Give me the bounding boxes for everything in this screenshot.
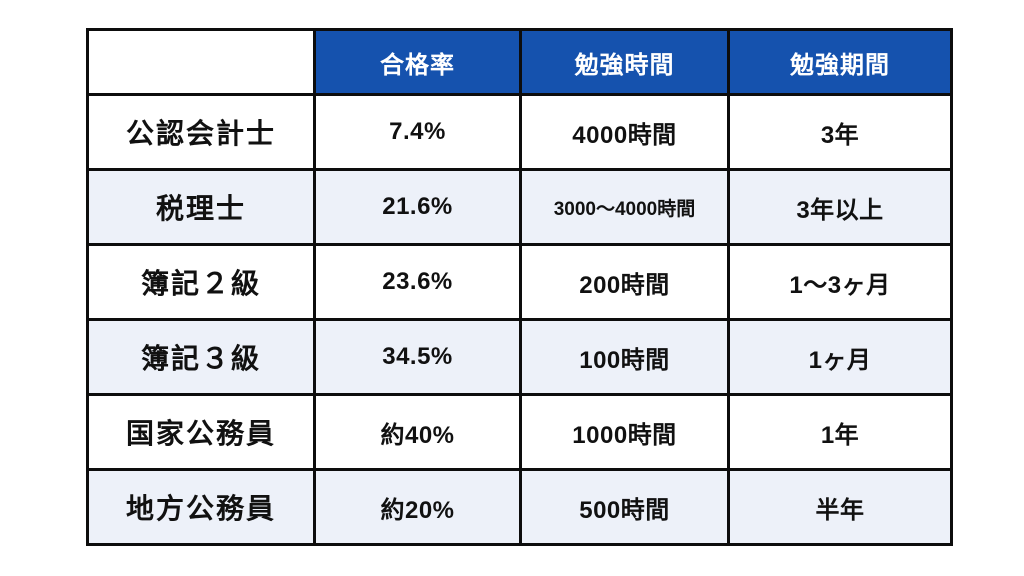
row-label-bookkeeping-2: 簿記２級	[86, 243, 316, 321]
pass-rate-value: 約20%	[313, 468, 522, 546]
certification-comparison-table: 合格率 勉強時間 勉強期間 公認会計士 7.4% 4000時間 3年 税理士 2…	[86, 28, 953, 546]
study-period-value: 3年以上	[727, 168, 953, 246]
table-row: 国家公務員 約40% 1000時間 1年	[86, 393, 953, 471]
corner-cell	[86, 28, 316, 96]
row-label-local-civil-servant: 地方公務員	[86, 468, 316, 546]
pass-rate-value: 34.5%	[313, 318, 522, 396]
pass-rate-value: 23.6%	[313, 243, 522, 321]
study-hours-value: 3000〜4000時間	[519, 168, 730, 246]
study-hours-value: 500時間	[519, 468, 730, 546]
study-period-value: 1年	[727, 393, 953, 471]
study-hours-value: 4000時間	[519, 93, 730, 171]
study-hours-value: 1000時間	[519, 393, 730, 471]
pass-rate-value: 7.4%	[313, 93, 522, 171]
table-row: 簿記２級 23.6% 200時間 1〜3ヶ月	[86, 243, 953, 321]
column-header-study-period: 勉強期間	[727, 28, 953, 96]
table-header: 合格率 勉強時間 勉強期間	[86, 28, 953, 96]
study-hours-value: 100時間	[519, 318, 730, 396]
study-period-value: 1ヶ月	[727, 318, 953, 396]
study-period-value: 半年	[727, 468, 953, 546]
table-body: 公認会計士 7.4% 4000時間 3年 税理士 21.6% 3000〜4000…	[86, 93, 953, 546]
study-period-value: 3年	[727, 93, 953, 171]
column-header-study-hours: 勉強時間	[519, 28, 730, 96]
row-label-cpa: 公認会計士	[86, 93, 316, 171]
row-label-national-civil-servant: 国家公務員	[86, 393, 316, 471]
row-label-tax-accountant: 税理士	[86, 168, 316, 246]
row-label-bookkeeping-3: 簿記３級	[86, 318, 316, 396]
header-row: 合格率 勉強時間 勉強期間	[86, 28, 953, 96]
table-row: 簿記３級 34.5% 100時間 1ヶ月	[86, 318, 953, 396]
study-period-value: 1〜3ヶ月	[727, 243, 953, 321]
table-row: 公認会計士 7.4% 4000時間 3年	[86, 93, 953, 171]
pass-rate-value: 約40%	[313, 393, 522, 471]
pass-rate-value: 21.6%	[313, 168, 522, 246]
table-row: 地方公務員 約20% 500時間 半年	[86, 468, 953, 546]
table-row: 税理士 21.6% 3000〜4000時間 3年以上	[86, 168, 953, 246]
column-header-pass-rate: 合格率	[313, 28, 522, 96]
study-hours-value: 200時間	[519, 243, 730, 321]
